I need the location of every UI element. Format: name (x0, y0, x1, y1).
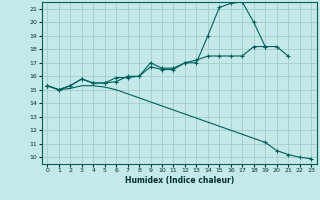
X-axis label: Humidex (Indice chaleur): Humidex (Indice chaleur) (124, 176, 234, 185)
